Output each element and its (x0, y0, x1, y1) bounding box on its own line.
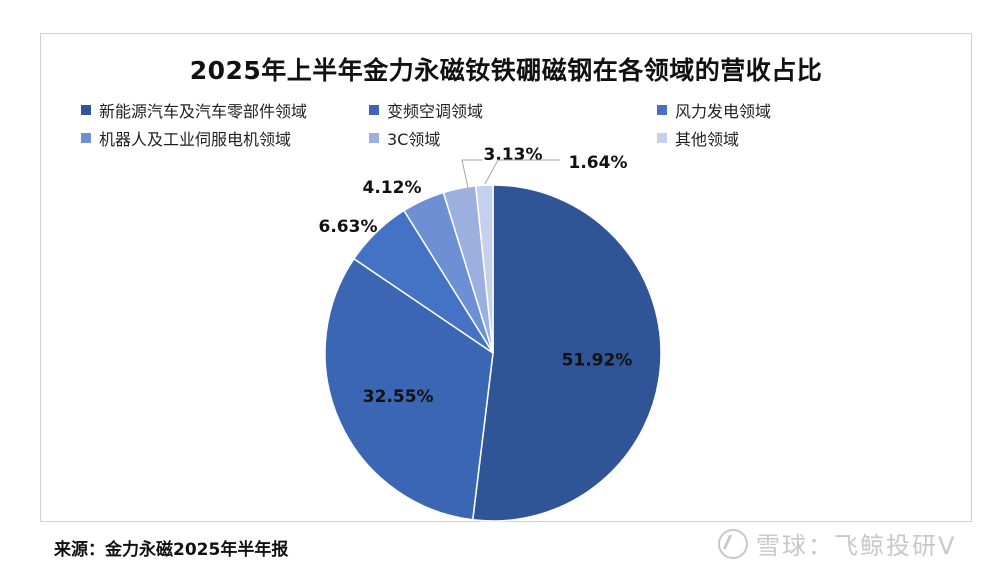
leader-line (461, 159, 482, 189)
legend-label: 机器人及工业伺服电机领域 (99, 130, 292, 149)
legend-swatch (81, 133, 91, 143)
chart-title: 2025年上半年金力永磁钕铁硼磁钢在各领域的营收占比 (189, 56, 823, 85)
data-label: 4.12% (363, 178, 422, 198)
legend-label: 风力发电领域 (675, 102, 772, 121)
slice-ac[interactable] (324, 257, 494, 521)
legend-swatch (369, 105, 379, 115)
watermark: 雪球：飞鲸投研V (718, 526, 956, 561)
legend-swatch (657, 105, 667, 115)
legend-label: 新能源汽车及汽车零部件领域 (99, 102, 308, 121)
source-note: 来源：金力永磁2025年半年报 (54, 540, 289, 560)
watermark-text: 雪球：飞鲸投研V (756, 532, 957, 560)
legend-item-3c[interactable]: 3C领域 (369, 126, 440, 150)
legend-label: 变频空调领域 (387, 102, 484, 121)
legend-swatch (369, 133, 379, 143)
data-label: 32.55% (363, 387, 434, 407)
legend-item-other[interactable]: 其他领域 (657, 126, 739, 150)
legend-swatch (657, 133, 667, 143)
xueqiu-logo-icon (718, 528, 748, 559)
legend-item-ev[interactable]: 新能源汽车及汽车零部件领域 (81, 98, 307, 122)
data-label: 51.92% (562, 350, 633, 370)
legend-item-wind[interactable]: 风力发电领域 (657, 98, 771, 122)
legend-label: 其他领域 (675, 130, 740, 149)
slice-other[interactable] (474, 184, 494, 354)
leader-line (484, 159, 560, 185)
legend-swatch (81, 105, 91, 115)
legend-item-robot[interactable]: 机器人及工业伺服电机领域 (81, 126, 291, 150)
data-label: 6.63% (319, 217, 378, 237)
slice-ev[interactable] (471, 184, 662, 522)
data-label: 1.64% (569, 153, 628, 173)
legend-item-ac[interactable]: 变频空调领域 (369, 98, 483, 122)
legend-label: 3C领域 (387, 130, 441, 149)
data-label: 3.13% (484, 145, 543, 165)
